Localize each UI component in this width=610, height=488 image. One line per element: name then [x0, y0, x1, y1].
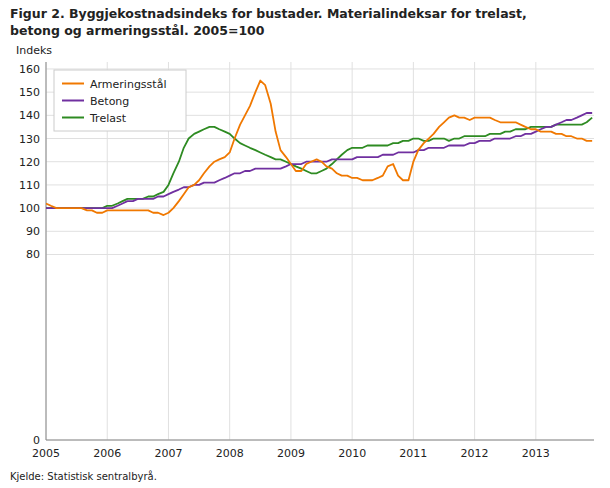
grid — [46, 62, 594, 440]
x-grid-line — [535, 62, 536, 440]
title: Figur 2. Byggjekostnadsindeks for bustad… — [10, 6, 527, 21]
x-grid-line — [290, 62, 291, 440]
legend-swatch — [62, 83, 84, 85]
x-grid-line — [352, 62, 353, 440]
x-tick-label: 2008 — [216, 447, 244, 460]
y-tick-label: 150 — [19, 86, 40, 99]
chart: Figur 2. Byggjekostnadsindeks for bustad… — [0, 0, 610, 488]
y-grid-line — [46, 254, 594, 255]
x-tick-label: 2007 — [154, 447, 182, 460]
y-tick-label: 80 — [26, 248, 40, 261]
x-grid-line — [46, 62, 47, 440]
y-grid-line — [46, 208, 594, 209]
y-tick-label: 140 — [19, 109, 40, 122]
legend-swatch — [62, 100, 84, 102]
x-tick-label: 2013 — [522, 447, 550, 460]
x-tick-label: 2009 — [277, 447, 305, 460]
y-axis-label: Indeks — [16, 44, 52, 57]
x-tick-label: 2005 — [32, 447, 60, 460]
subtitle: betong og armeringsstål. 2005=100 — [10, 23, 265, 38]
source: Kjelde: Statistisk sentralbyrå. — [10, 470, 157, 482]
y-tick-label: 120 — [19, 156, 40, 169]
legend-swatch — [62, 117, 84, 119]
plot-area — [46, 81, 592, 216]
y-grid-line — [46, 184, 594, 185]
x-tick-label: 2006 — [93, 447, 121, 460]
x-grid-line — [229, 62, 230, 440]
y-tick-label: 90 — [26, 225, 40, 238]
y-tick-label: 100 — [19, 202, 40, 215]
y-tick-label: 130 — [19, 133, 40, 146]
legend-box — [54, 70, 186, 131]
y-grid-line — [46, 440, 594, 441]
x-axis-line — [46, 440, 594, 441]
series-line — [46, 81, 592, 216]
x-grid-line — [413, 62, 414, 440]
legend-label: Armeringsstål — [90, 78, 166, 91]
y-tick-label: 0 — [33, 434, 40, 447]
x-tick-label: 2011 — [399, 447, 427, 460]
legend-label: Betong — [90, 95, 129, 108]
y-axis-line — [46, 62, 47, 440]
legend: Armeringsstål Betong Trelast — [54, 70, 186, 131]
y-tick-label: 110 — [19, 179, 40, 192]
x-tick-label: 2012 — [461, 447, 489, 460]
x-tick-label: 2010 — [338, 447, 366, 460]
y-tick-label: 160 — [19, 63, 40, 76]
legend-label: Trelast — [89, 112, 127, 125]
y-grid-line — [46, 68, 594, 69]
y-grid-line — [46, 231, 594, 232]
